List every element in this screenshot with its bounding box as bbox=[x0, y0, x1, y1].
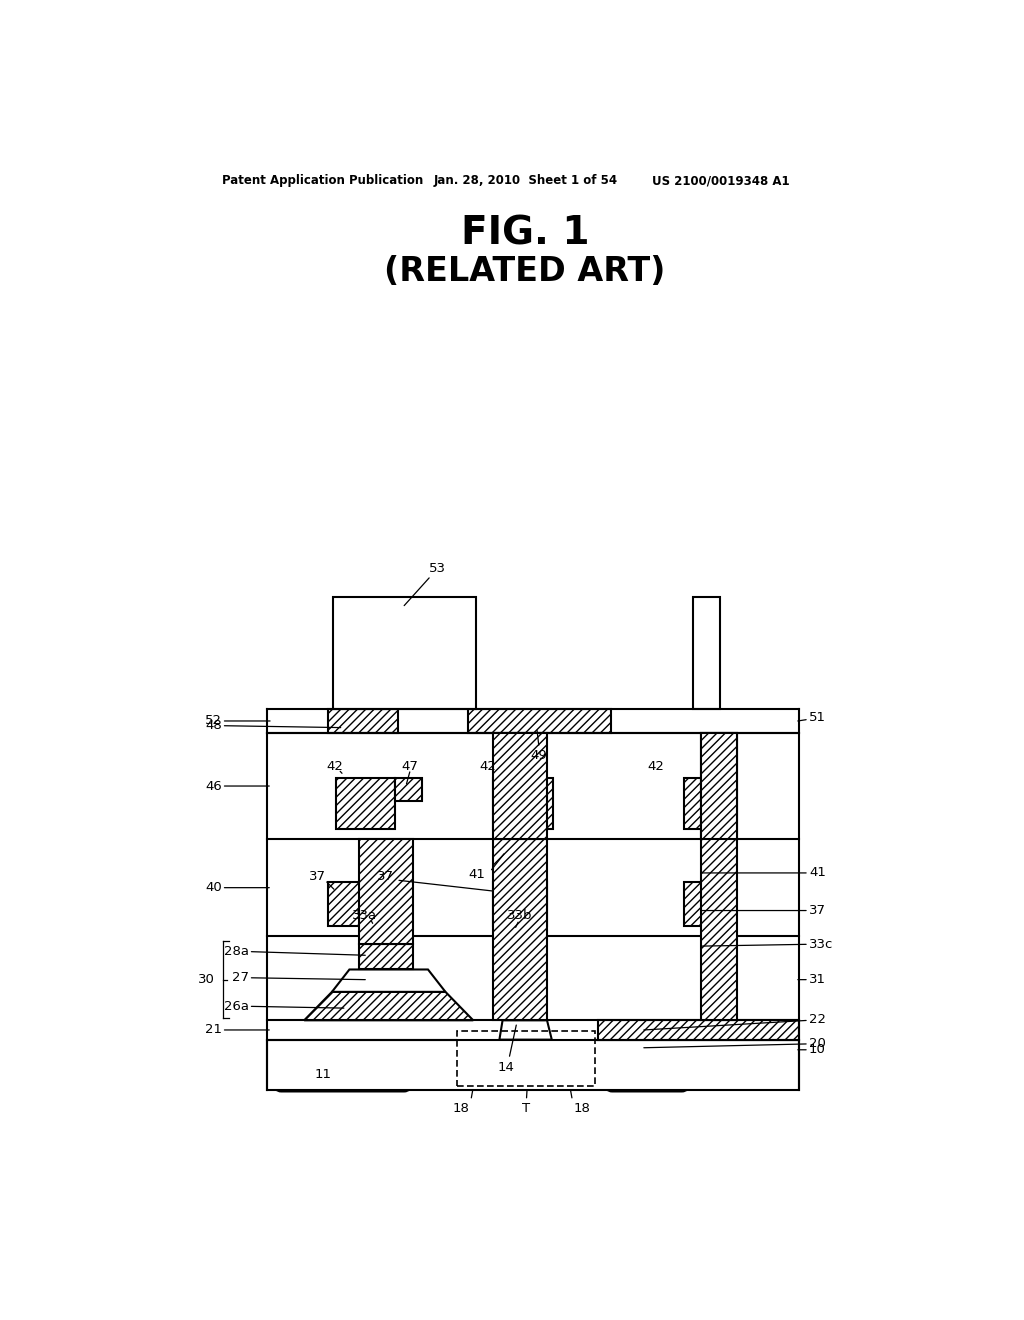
Text: 26a: 26a bbox=[223, 999, 344, 1012]
Bar bbox=[395, 779, 422, 801]
Polygon shape bbox=[500, 1020, 552, 1040]
Bar bbox=[458, 1031, 595, 1086]
Text: T: T bbox=[522, 1102, 530, 1115]
Text: Patent Application Publication: Patent Application Publication bbox=[221, 174, 423, 187]
Text: 46: 46 bbox=[205, 780, 269, 792]
Text: 52: 52 bbox=[205, 714, 270, 727]
Text: 40: 40 bbox=[205, 882, 269, 894]
Text: 37: 37 bbox=[377, 870, 394, 883]
Bar bbox=[701, 733, 737, 840]
Text: 47: 47 bbox=[401, 760, 418, 772]
Bar bbox=[684, 779, 733, 829]
Text: 49: 49 bbox=[530, 748, 547, 762]
Text: 31: 31 bbox=[798, 973, 826, 986]
Bar bbox=[359, 840, 413, 944]
Text: 11: 11 bbox=[314, 1068, 332, 1081]
Text: US 2100/0019348 A1: US 2100/0019348 A1 bbox=[652, 174, 790, 187]
Bar bbox=[336, 779, 395, 829]
Text: 10: 10 bbox=[798, 1043, 825, 1056]
Text: 37: 37 bbox=[309, 870, 326, 883]
Text: 48: 48 bbox=[205, 719, 341, 733]
Bar bbox=[458, 1031, 595, 1086]
Text: 51: 51 bbox=[798, 711, 826, 725]
Bar bbox=[506, 1007, 544, 1020]
Bar bbox=[328, 709, 397, 733]
Text: 41: 41 bbox=[468, 869, 485, 882]
Text: 42: 42 bbox=[327, 760, 343, 772]
FancyBboxPatch shape bbox=[274, 1043, 412, 1092]
Bar bbox=[494, 733, 547, 840]
Bar bbox=[494, 779, 553, 829]
Text: 18: 18 bbox=[453, 1102, 470, 1115]
Text: FIG. 1: FIG. 1 bbox=[461, 214, 589, 252]
Bar bbox=[359, 944, 413, 969]
Text: 53: 53 bbox=[404, 562, 446, 606]
Polygon shape bbox=[332, 969, 445, 991]
Bar bbox=[267, 1040, 799, 1090]
Text: 30: 30 bbox=[199, 973, 215, 986]
Text: 18: 18 bbox=[573, 1102, 591, 1115]
Text: 21: 21 bbox=[205, 1023, 269, 1036]
Text: 14: 14 bbox=[498, 1060, 515, 1073]
Text: 20: 20 bbox=[644, 1038, 825, 1051]
Bar bbox=[494, 882, 547, 925]
Bar bbox=[468, 709, 610, 733]
Polygon shape bbox=[304, 991, 473, 1020]
Text: (RELATED ART): (RELATED ART) bbox=[384, 255, 666, 288]
Text: 37: 37 bbox=[701, 904, 826, 917]
Text: 33b: 33b bbox=[507, 909, 532, 923]
Text: 27: 27 bbox=[231, 972, 366, 985]
Text: 33a: 33a bbox=[352, 909, 377, 923]
Bar bbox=[328, 882, 384, 925]
Text: 42: 42 bbox=[479, 760, 496, 772]
FancyBboxPatch shape bbox=[605, 1044, 689, 1092]
Text: 41: 41 bbox=[701, 866, 825, 879]
Text: 33c: 33c bbox=[701, 937, 834, 950]
Bar bbox=[693, 598, 720, 709]
Text: Jan. 28, 2010  Sheet 1 of 54: Jan. 28, 2010 Sheet 1 of 54 bbox=[433, 174, 617, 187]
Bar bbox=[701, 733, 737, 1020]
Bar bbox=[333, 598, 475, 709]
Text: 22: 22 bbox=[644, 1014, 826, 1030]
Bar bbox=[494, 840, 547, 1020]
Bar bbox=[684, 882, 736, 925]
Text: 28a: 28a bbox=[223, 945, 366, 958]
Text: 42: 42 bbox=[647, 760, 665, 772]
Bar bbox=[598, 1020, 799, 1040]
